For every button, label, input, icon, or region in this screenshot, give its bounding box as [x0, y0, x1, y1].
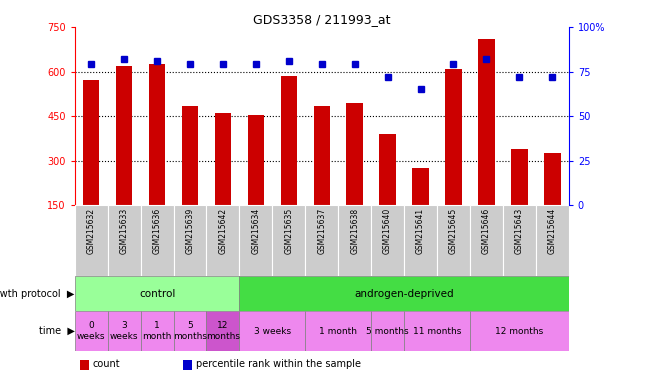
Bar [404, 311, 470, 351]
Bar [80, 360, 88, 370]
Bar [445, 68, 462, 205]
Bar [503, 205, 536, 276]
Bar [75, 276, 239, 311]
Bar [371, 205, 404, 276]
Text: GSM215644: GSM215644 [548, 208, 557, 254]
Bar [83, 81, 99, 205]
Bar [404, 205, 437, 276]
Bar [75, 205, 108, 276]
Bar [306, 205, 338, 276]
Bar [108, 205, 140, 276]
Bar [239, 276, 569, 311]
Bar [182, 106, 198, 205]
Text: 3 weeks: 3 weeks [254, 327, 291, 336]
Text: GSM215645: GSM215645 [449, 208, 458, 254]
Bar [470, 205, 503, 276]
Text: GSM215632: GSM215632 [86, 208, 96, 254]
Text: GSM215638: GSM215638 [350, 208, 359, 254]
Text: 12
months: 12 months [206, 321, 240, 341]
Bar [207, 205, 239, 276]
Text: 5
months: 5 months [173, 321, 207, 341]
Text: count: count [92, 359, 120, 369]
Bar [140, 311, 174, 351]
Text: growth protocol  ▶: growth protocol ▶ [0, 289, 75, 299]
Bar [140, 205, 174, 276]
Text: 1
month: 1 month [142, 321, 172, 341]
Bar [437, 205, 470, 276]
Bar [207, 311, 239, 351]
Bar [511, 149, 528, 205]
Bar [272, 205, 305, 276]
Bar [338, 205, 371, 276]
Text: GSM215643: GSM215643 [515, 208, 524, 254]
Text: GSM215633: GSM215633 [120, 208, 129, 254]
Bar [371, 311, 404, 351]
Bar [239, 205, 272, 276]
Text: control: control [139, 289, 176, 299]
Title: GDS3358 / 211993_at: GDS3358 / 211993_at [253, 13, 391, 26]
Bar [313, 106, 330, 205]
Bar [75, 311, 108, 351]
Text: GSM215640: GSM215640 [383, 208, 392, 254]
Text: GSM215635: GSM215635 [284, 208, 293, 254]
Text: GSM215646: GSM215646 [482, 208, 491, 254]
Text: 5 months: 5 months [367, 327, 409, 336]
Bar [239, 311, 306, 351]
Bar [536, 205, 569, 276]
Bar [380, 134, 396, 205]
Text: 0
weeks: 0 weeks [77, 321, 105, 341]
Bar [149, 64, 165, 205]
Bar [183, 360, 192, 370]
Bar [478, 39, 495, 205]
Bar [116, 66, 133, 205]
Text: androgen-deprived: androgen-deprived [354, 289, 454, 299]
Text: GSM215636: GSM215636 [153, 208, 162, 254]
Bar [214, 113, 231, 205]
Bar [346, 103, 363, 205]
Text: GSM215637: GSM215637 [317, 208, 326, 254]
Text: 1 month: 1 month [319, 327, 358, 336]
Bar [470, 311, 569, 351]
Text: 12 months: 12 months [495, 327, 543, 336]
Text: percentile rank within the sample: percentile rank within the sample [196, 359, 361, 369]
Bar [174, 311, 207, 351]
Text: GSM215639: GSM215639 [185, 208, 194, 254]
Bar [544, 153, 560, 205]
Bar [281, 76, 297, 205]
Text: GSM215634: GSM215634 [252, 208, 261, 254]
Bar [306, 311, 371, 351]
Text: GSM215641: GSM215641 [416, 208, 425, 254]
Bar [174, 205, 207, 276]
Text: time  ▶: time ▶ [39, 326, 75, 336]
Bar [412, 168, 429, 205]
Bar [108, 311, 140, 351]
Text: 3
weeks: 3 weeks [110, 321, 138, 341]
Text: GSM215642: GSM215642 [218, 208, 227, 254]
Text: 11 months: 11 months [413, 327, 462, 336]
Bar [248, 115, 264, 205]
